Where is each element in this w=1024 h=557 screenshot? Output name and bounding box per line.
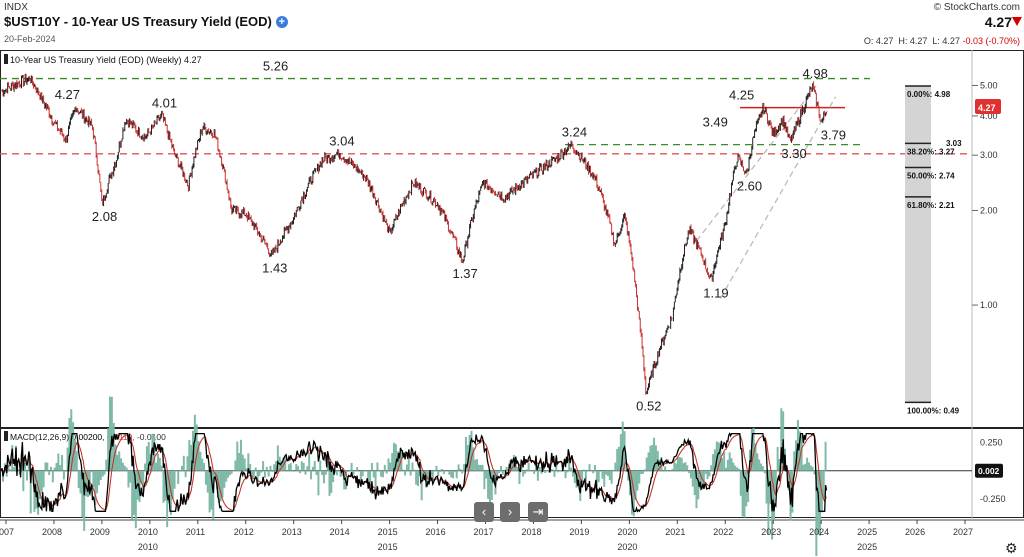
x-tick-label: 2022 [713, 527, 733, 537]
macd-legend: MACD(12,26,9) 0.00200, 0.0110, -0.0100 [10, 432, 166, 442]
macd-tick-label: 0.250 [980, 438, 1003, 448]
price-annotation: 0.52 [636, 398, 661, 413]
change-value: -0.03 (-0.70%) [962, 36, 1020, 46]
fib-level-label: 0.00%: 4.98 [907, 90, 951, 99]
macd-last-label: 0.002 [978, 466, 1000, 476]
x-tick-label: 2024 [809, 527, 829, 537]
x-tick-label-lower: 2020 [617, 542, 637, 552]
price-annotation: 1.37 [452, 266, 477, 281]
price-annotation: 4.01 [152, 96, 177, 111]
chart-title-text: $UST10Y - 10-Year US Treasury Yield (EOD… [4, 14, 272, 29]
price-annotation: 1.19 [703, 285, 728, 300]
x-tick-label: 2010 [138, 527, 158, 537]
macd-legend-marker [4, 431, 8, 441]
low-value: L: 4.27 [932, 36, 960, 46]
trend-line-lower [719, 96, 837, 299]
price-annotation: 2.60 [737, 179, 762, 194]
price-annotation: 4.27 [55, 87, 80, 102]
macd-legend-value: 0.0110, [107, 432, 137, 442]
fib-level-label: 50.00%: 2.74 [907, 172, 955, 181]
macd-tick-label: -0.250 [980, 494, 1006, 504]
x-tick-label: 2014 [330, 527, 350, 537]
x-tick-label: 2019 [569, 527, 589, 537]
chart-header: INDX $UST10Y - 10-Year US Treasury Yield… [0, 0, 1024, 50]
price-annotation: 3.24 [562, 125, 587, 140]
last-price: 4.27 [984, 14, 1012, 30]
last-value-label: 4.27 [978, 103, 996, 113]
gear-icon[interactable]: ⚙ [1005, 540, 1018, 556]
macd-histogram [2, 396, 827, 556]
y-tick-label: 2.00 [980, 205, 998, 215]
fib-extra-label: 3.03 [946, 139, 962, 148]
price-legend-marker [4, 54, 8, 64]
high-value: H: 4.27 [898, 36, 928, 46]
fib-level-label: 61.80%: 2.21 [907, 201, 955, 210]
price-annotation: 3.79 [821, 127, 846, 142]
x-tick-label-lower: 2015 [378, 542, 398, 552]
macd-line [0, 432, 828, 513]
x-tick-label: 2021 [665, 527, 685, 537]
x-tick-label: 2023 [761, 527, 781, 537]
y-tick-label: 1.00 [980, 300, 998, 310]
y-tick-label: 4.00 [980, 111, 998, 121]
x-tick-label: 2027 [953, 527, 973, 537]
add-icon[interactable]: + [275, 16, 288, 28]
last-value-tag [975, 98, 1001, 114]
brand-label[interactable]: © StockCharts.com [933, 2, 1020, 13]
price-chart[interactable]: 10-Year US Treasury Yield (EOD) (Weekly)… [0, 50, 1024, 556]
x-tick-label: 2015 [378, 527, 398, 537]
price-legend: 10-Year US Treasury Yield (EOD) (Weekly)… [10, 55, 202, 65]
price-annotation: 1.43 [262, 260, 287, 275]
x-tick-label: 2011 [186, 527, 205, 537]
price-bars [1, 73, 827, 395]
ohlc-readout: O: 4.27 H: 4.27 L: 4.27 -0.03 (-0.70%) [864, 36, 1020, 46]
price-annotation: 2.08 [92, 209, 117, 224]
y-tick-label: 5.00 [980, 80, 998, 90]
scroll-right-button[interactable]: › [500, 502, 520, 522]
price-annotation: 4.98 [803, 66, 828, 81]
fib-range-box [905, 86, 931, 403]
chart-date: 20-Feb-2024 [4, 34, 56, 44]
macd-last-tag [975, 463, 1003, 478]
down-arrow-icon [1012, 17, 1022, 26]
price-annotation: 3.30 [781, 146, 806, 161]
price-annotation: 3.49 [703, 115, 728, 130]
x-tick-label-lower: 2010 [138, 542, 158, 552]
trend-line-upper [695, 85, 817, 242]
x-tick-label: 2020 [617, 527, 637, 537]
x-tick-label: 2013 [282, 527, 302, 537]
macd-legend-value: 0.00200, [71, 432, 106, 442]
price-annotation: 4.25 [729, 88, 754, 103]
x-tick-label: 2012 [234, 527, 254, 537]
y-tick-label: 3.00 [980, 150, 998, 160]
x-tick-label-lower: 2025 [857, 542, 877, 552]
open-value: O: 4.27 [863, 36, 894, 46]
fib-level-label: 100.00%: 0.49 [907, 406, 960, 415]
x-tick-label: 2016 [426, 527, 446, 537]
fib-level-label: 38.20%: 3.27 [907, 147, 955, 156]
scroll-left-button[interactable]: ‹ [474, 502, 494, 522]
x-tick-label: 2017 [474, 527, 494, 537]
x-tick-label: 2018 [521, 527, 541, 537]
price-annotation: 3.04 [329, 133, 354, 148]
chart-title: $UST10Y - 10-Year US Treasury Yield (EOD… [4, 14, 288, 29]
x-tick-label: 2008 [42, 527, 62, 537]
x-tick-label: 2009 [90, 527, 110, 537]
x-tick-label: 2026 [905, 527, 925, 537]
scroll-end-button[interactable]: ⇥ [528, 502, 548, 522]
exchange-label: INDX [4, 2, 28, 13]
macd-legend-name: MACD(12,26,9) [10, 432, 71, 442]
x-tick-label: 2025 [857, 527, 877, 537]
price-annotation: 5.26 [263, 59, 288, 74]
